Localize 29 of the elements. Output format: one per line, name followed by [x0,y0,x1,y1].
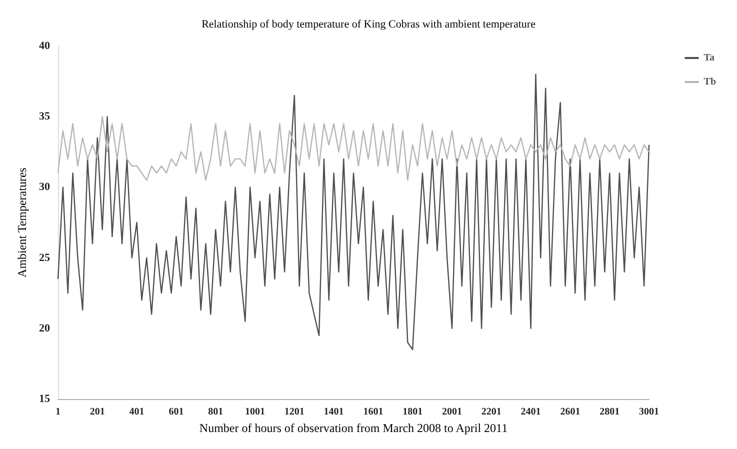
x-axis-title: Number of hours of observation from March 2008 to April 2011 [199,420,508,435]
chart-title: Relationship of body temperature of King Cobras with ambient temperature [202,18,536,30]
legend-label: Tb [704,76,716,88]
x-tick-label: 1601 [363,406,384,418]
legend-label: Ta [704,52,715,64]
y-axis-title: Ambient Temperatures [15,167,29,278]
line-series [57,74,650,350]
x-tick-label: 2201 [481,406,502,418]
x-tick-label: 1001 [245,406,265,418]
y-tick-label: 25 [39,252,50,264]
x-tick-label: 2001 [442,406,462,418]
x-tick-label: 401 [129,406,144,418]
x-tick-label: 2401 [520,406,541,418]
x-tick-label: 2801 [600,406,620,418]
x-tick-label: 201 [90,406,105,418]
line-series [57,116,650,181]
x-tick-label: 1801 [402,406,423,418]
y-tick-label: 15 [39,393,50,405]
y-tick-label: 35 [39,110,50,123]
y-tick-label: 20 [39,322,50,334]
x-tick-label: 1401 [324,406,344,418]
x-tick-label: 3001 [639,406,659,418]
x-tick-label: 801 [208,406,224,418]
y-tick-label: 40 [39,40,50,52]
x-tick-label: 1201 [284,406,304,418]
x-tick-label: 2601 [560,406,580,418]
x-tick-label: 1 [56,406,60,418]
x-tick-label: 601 [168,406,184,418]
y-tick-label: 30 [39,181,50,194]
